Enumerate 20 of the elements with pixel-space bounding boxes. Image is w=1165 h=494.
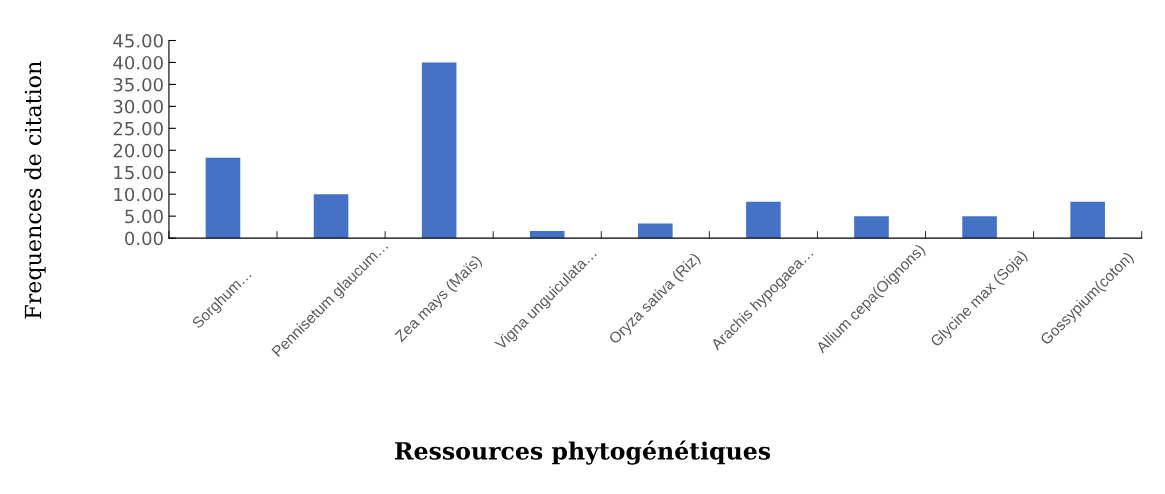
bar	[313, 194, 349, 239]
y-tick-label: 20.00	[113, 143, 163, 158]
y-tick-label: 10.00	[114, 187, 163, 202]
y-axis-title: Frequences de citation	[24, 61, 46, 319]
y-tick-label: 45.00	[113, 33, 163, 48]
y-tick-label: 15.00	[114, 165, 163, 180]
bar	[205, 157, 241, 239]
y-tick-label: 40.00	[113, 55, 163, 70]
bar	[421, 62, 457, 239]
bar	[854, 216, 889, 239]
bar	[962, 216, 997, 239]
bar	[638, 223, 673, 239]
y-tick-label: 5.00	[125, 209, 163, 224]
y-tick-label: 30.00	[113, 99, 163, 114]
x-axis-title: Ressources phytogénétiques	[395, 440, 771, 465]
y-tick-label: 0.00	[125, 231, 163, 246]
y-tick-label: 35.00	[113, 77, 163, 92]
bar	[746, 201, 781, 239]
y-tick-label: 25.00	[113, 121, 163, 136]
bar	[1070, 201, 1105, 239]
